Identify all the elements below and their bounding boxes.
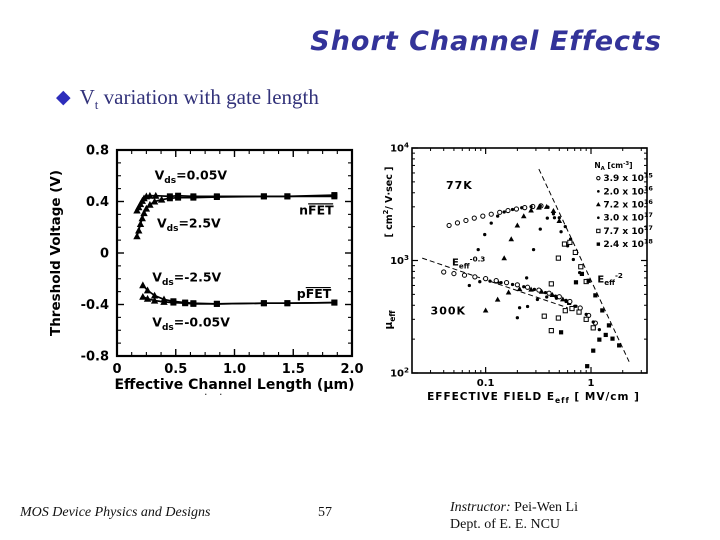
svg-text:nFET: nFET bbox=[299, 202, 334, 217]
svg-text:Vds=2.5V: Vds=2.5V bbox=[157, 215, 221, 234]
svg-text:Threshold Voltage (V): Threshold Voltage (V) bbox=[48, 170, 64, 336]
mobility-vs-effective-field-chart: 104 103 102 0.1 1 77K 300K Eeff-0.3 Eeff-2 NA [cm… bbox=[382, 140, 653, 405]
svg-text:pFET: pFET bbox=[297, 286, 332, 301]
svg-text:EFFECTIVE FIELD Eeff [ MV/cm: EFFECTIVE FIELD Eeff [ MV/cm ] bbox=[427, 391, 640, 405]
footer-instructor-line: Instructor: Pei-Wen Li bbox=[450, 499, 578, 516]
svg-text:NA [cm-3]: NA [cm-3] bbox=[594, 161, 632, 172]
footer-page-number: 57 bbox=[318, 505, 332, 520]
svg-text:1.0: 1.0 bbox=[223, 362, 246, 377]
svg-text:μeff: μeff bbox=[383, 310, 397, 330]
svg-text:0.8: 0.8 bbox=[86, 144, 109, 159]
bullet-text-rest: variation with gate length bbox=[98, 85, 319, 109]
svg-text:3.0 x 1017: 3.0 x 1017 bbox=[603, 211, 653, 224]
bullet-diamond-icon: ◆ bbox=[56, 86, 71, 108]
svg-text:-0.4: -0.4 bbox=[81, 298, 109, 313]
svg-text:0: 0 bbox=[112, 362, 121, 377]
svg-text:102: 102 bbox=[390, 365, 409, 379]
svg-text:0.5: 0.5 bbox=[164, 362, 187, 377]
footer-instructor-block: Instructor: Pei-Wen Li Dept. of E. E. NC… bbox=[450, 499, 578, 533]
svg-text:Effective Channel Length (μm): Effective Channel Length (μm) bbox=[114, 377, 354, 393]
footer-course-title: MOS Device Physics and Designs bbox=[20, 505, 211, 520]
svg-text:0: 0 bbox=[100, 247, 109, 262]
svg-text:Eeff-0.3: Eeff-0.3 bbox=[452, 254, 485, 270]
svg-text:2.0: 2.0 bbox=[340, 362, 363, 377]
svg-text:104: 104 bbox=[390, 140, 409, 154]
svg-text:2.4 x 1018: 2.4 x 1018 bbox=[603, 237, 653, 250]
svg-text:77K: 77K bbox=[446, 179, 473, 192]
bullet-text: Vt variation with gate length bbox=[79, 85, 319, 113]
svg-text:103: 103 bbox=[390, 253, 409, 267]
bullet-line: ◆ Vt variation with gate length bbox=[56, 85, 319, 113]
svg-text:Vds=0.05V: Vds=0.05V bbox=[155, 168, 228, 187]
instructor-name: Pei-Wen Li bbox=[510, 500, 578, 515]
bullet-text-base: V bbox=[79, 85, 95, 109]
threshold-voltage-vs-channel-length-chart: 0 0.5 1.0 1.5 2.0 0.8 0.4 0 -0.4 -0.8 Vds=0.05V Vds… bbox=[48, 144, 364, 394]
instructor-label: Instructor: bbox=[450, 500, 511, 515]
svg-text:2.0 x 1016: 2.0 x 1016 bbox=[603, 185, 653, 198]
svg-text:0.4: 0.4 bbox=[86, 195, 109, 210]
svg-text:Vds=-2.5V: Vds=-2.5V bbox=[152, 269, 221, 288]
svg-text:1: 1 bbox=[588, 378, 595, 389]
svg-text:7.7 x 1017: 7.7 x 1017 bbox=[603, 224, 653, 237]
svg-text:3.9 x 1015: 3.9 x 1015 bbox=[603, 171, 653, 184]
svg-text:[ cm2/ V·sec ]: [ cm2/ V·sec ] bbox=[382, 166, 395, 237]
footer-dept-line: Dept. of E. E. NCU bbox=[450, 517, 561, 532]
svg-text:1.5: 1.5 bbox=[282, 362, 305, 377]
page-title: Short Channel Effects bbox=[310, 26, 662, 57]
svg-text:Vds=-0.05V: Vds=-0.05V bbox=[152, 314, 230, 333]
svg-text:7.2 x 1016: 7.2 x 1016 bbox=[603, 198, 653, 211]
scan-artifact: · · bbox=[204, 388, 227, 401]
svg-text:Eeff-2: Eeff-2 bbox=[597, 271, 623, 287]
svg-text:300K: 300K bbox=[431, 305, 467, 318]
bullet-text-subscript: t bbox=[94, 97, 99, 113]
svg-text:-0.8: -0.8 bbox=[81, 350, 109, 365]
svg-text:0.1: 0.1 bbox=[477, 378, 495, 389]
